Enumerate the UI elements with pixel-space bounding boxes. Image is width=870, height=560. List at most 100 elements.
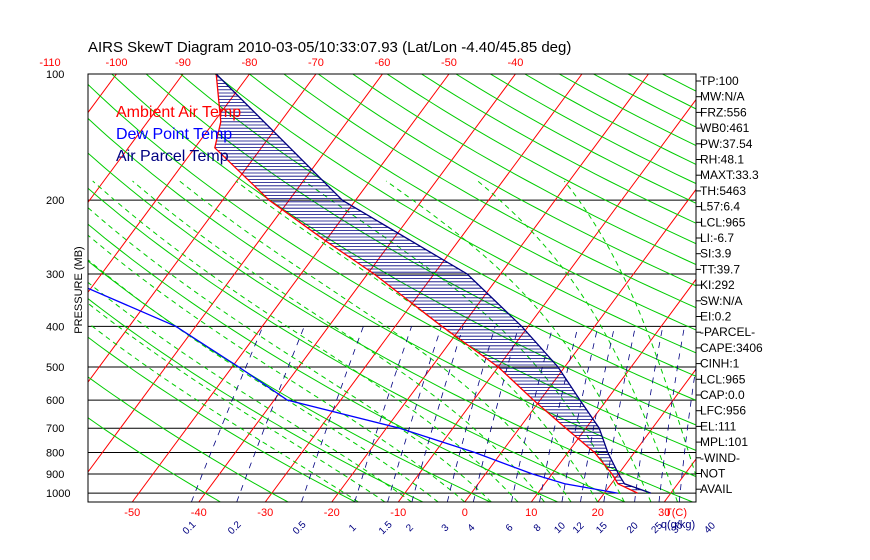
dry-adiabat-line (214, 74, 696, 354)
moist-adiabat-line (88, 281, 412, 502)
temp-tick-label: -30 (257, 507, 273, 519)
mixing-ratio-line (411, 326, 464, 502)
mixing-ratio-tick-label: 0.5 (291, 519, 309, 537)
dry-adiabat-line (249, 74, 696, 331)
pressure-tick-label: 700 (46, 423, 64, 435)
mixing-ratio-line (387, 326, 442, 502)
annotation-label: EI:0.2 (700, 310, 732, 324)
cape-hatching (214, 76, 642, 491)
top-temp-tick-label: -110 (39, 57, 60, 69)
top-temp-tick-label: -40 (508, 57, 524, 69)
mixing-ratio-line (301, 326, 364, 502)
dry-adiabat-line (180, 74, 696, 377)
isotherm-line (864, 74, 870, 502)
legend-entry: Ambient Air Temp (116, 104, 241, 121)
dewpoint-line (88, 287, 618, 494)
annotation-label: MPL:101 (700, 435, 748, 449)
dry-adiabat-line (283, 74, 696, 309)
mixing-ratio-tick-label: 20 (625, 520, 641, 536)
annotation-label: CAP:0.0 (700, 388, 745, 402)
dry-adiabat-line (88, 417, 221, 502)
moist-adiabat-line (88, 259, 439, 502)
moist-adiabat-line (303, 180, 625, 502)
dry-adiabat-line (88, 297, 424, 502)
isotherm-line (131, 74, 450, 502)
annotation-label: TH:5463 (700, 184, 746, 198)
top-temp-tick-label: -60 (375, 57, 391, 69)
annotation-label: MW:N/A (700, 90, 744, 104)
dry-adiabat-line (524, 74, 696, 165)
moist-adiabat-line (179, 180, 572, 502)
temp-unit-label: T(C) (665, 507, 687, 519)
annotation-label: TT:39.7 (700, 262, 740, 276)
top-temp-tick-label: -50 (441, 57, 457, 69)
dry-adiabat-line (352, 74, 696, 266)
pressure-tick-label: 200 (46, 195, 64, 207)
dry-adiabat-line (318, 74, 696, 287)
annotation-label: LI:-6.7 (700, 231, 734, 245)
mixing-ratio-line (603, 326, 636, 502)
dry-adiabat-line (88, 117, 696, 478)
pressure-tick-label: 600 (46, 395, 64, 407)
mixing-ratio-tick-label: 0.1 (181, 519, 199, 537)
isotherm-line (88, 74, 317, 383)
temp-tick-label: 30 (658, 507, 670, 519)
mixing-ratio-line (539, 326, 579, 502)
isotherm-line (88, 74, 383, 473)
mixing-ratio-tick-label: 1 (347, 522, 359, 534)
top-temp-tick-label: -100 (105, 57, 127, 69)
mixing-ratio-line (472, 326, 519, 502)
annotation-label: -PARCEL- (700, 325, 755, 339)
ambient-temp-line (214, 74, 638, 494)
annotation-label: LFC:956 (700, 404, 746, 418)
annotation-label: SI:3.9 (700, 247, 732, 261)
mixing-ratio-line (511, 326, 554, 502)
chart-title: AIRS SkewT Diagram 2010-03-05/10:33:07.9… (88, 39, 571, 56)
moist-adiabat-line (235, 180, 599, 502)
mixing-ratio-line (446, 326, 496, 502)
parcel-temp-line (215, 74, 652, 494)
temp-tick-label: -20 (324, 507, 340, 519)
top-temp-tick-label: -70 (308, 57, 324, 69)
annotation-label: SW:N/A (700, 294, 742, 308)
legend-entry: Air Parcel Temp (116, 148, 229, 165)
dry-adiabat-line (490, 74, 696, 185)
isotherm-line (0, 74, 50, 502)
moist-adiabat-line (88, 302, 386, 502)
mixing-ratio-tick-label: 6 (504, 522, 516, 534)
profile-lines (88, 74, 652, 494)
annotation-label: MAXT:33.3 (700, 168, 759, 182)
top-temp-tick-label: -90 (175, 57, 191, 69)
moist-adiabat-line (92, 180, 519, 502)
isotherm-line (663, 458, 696, 502)
pressure-tick-label: 800 (46, 448, 64, 460)
annotation-label: AVAIL (700, 482, 733, 496)
temp-tick-label: 10 (525, 507, 537, 519)
temp-tick-label: -40 (191, 507, 207, 519)
top-temp-tick-label: -80 (242, 57, 258, 69)
mixing-ratio-tick-label: 3 (440, 522, 452, 534)
annotation-label: WB0:461 (700, 121, 750, 135)
moist-adiabat-line (132, 180, 545, 502)
dry-adiabat-line (421, 74, 696, 224)
mixing-ratio-line (561, 326, 599, 502)
isotherm-line (198, 74, 516, 502)
mixing-ratio-tick-label: 4 (466, 522, 478, 534)
dry-adiabat-line (88, 83, 696, 451)
dry-adiabat-line (88, 152, 693, 502)
mixing-ratio-tick-label: 40 (702, 520, 718, 536)
temp-tick-label: -10 (390, 507, 406, 519)
pressure-tick-label: 100 (46, 69, 64, 81)
temp-tick-label: -50 (124, 507, 140, 519)
temp-tick-label: 20 (592, 507, 604, 519)
moist-adiabat-line (477, 180, 679, 502)
y-axis-label: PRESSURE (MB) (73, 246, 85, 333)
mixing-ratio-line (580, 326, 615, 502)
pressure-tick-label: 900 (46, 469, 64, 481)
annotation-label: -WIND- (700, 451, 740, 465)
mixing-ratio-tick-label: 8 (532, 522, 544, 534)
annotation-label: RH:48.1 (700, 153, 744, 167)
mixing-ratio-line (191, 326, 264, 502)
